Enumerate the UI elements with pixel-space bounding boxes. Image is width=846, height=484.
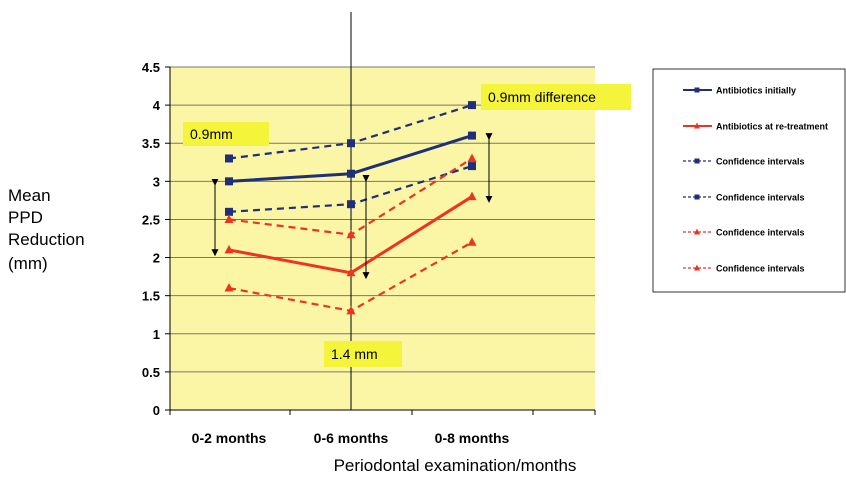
x-axis-ticks: 0-2 months 0-6 months 0-8 months	[169, 410, 596, 446]
series-group	[224, 101, 477, 315]
legend-swatch-marker	[694, 87, 700, 93]
data-point	[346, 267, 356, 277]
legend-label: Antibiotics at re-treatment	[716, 122, 828, 132]
data-point	[225, 154, 233, 163]
annotation-label-box	[183, 122, 269, 146]
data-point	[224, 283, 234, 292]
data-point	[346, 229, 356, 239]
legend-box	[652, 68, 846, 293]
data-point	[225, 177, 233, 186]
annotations-group: 0.9mm 1.4 mm 0.9mm difference	[183, 84, 631, 367]
y-axis-title-line-1: Mean	[8, 186, 51, 205]
series-1	[225, 131, 476, 186]
series-2	[224, 191, 477, 277]
data-point	[347, 169, 355, 178]
y-tick-label: 0.5	[142, 365, 160, 380]
legend-label: Confidence intervals	[716, 264, 805, 274]
data-point	[225, 207, 233, 216]
x-tick-label: 0-2 months	[192, 430, 267, 446]
legend-swatch-marker	[694, 122, 700, 129]
y-axis-title: Mean PPD Reduction (mm)	[8, 186, 85, 273]
data-point	[347, 139, 355, 148]
gridlines	[170, 66, 595, 373]
series-5	[224, 153, 477, 239]
legend-item-2: Antibiotics at re-treatment	[683, 122, 828, 132]
data-point	[347, 200, 355, 209]
data-point	[468, 131, 476, 140]
annotation-label: 0.9mm	[190, 126, 233, 142]
annotation-1: 0.9mm	[183, 122, 269, 257]
annotation-label: 1.4 mm	[331, 346, 378, 362]
y-axis-title-line-3: Reduction	[8, 230, 85, 249]
data-point	[467, 237, 477, 246]
x-axis-title: Periodontal examination/months	[334, 456, 577, 475]
legend-swatch-marker	[694, 158, 700, 164]
x-tick-label: 0-6 months	[314, 430, 389, 446]
legend-item-4: Confidence intervals	[683, 193, 805, 203]
annotation-2: 1.4 mm	[324, 175, 402, 367]
y-tick-label: 2.5	[142, 212, 160, 227]
y-tick-label: 4.5	[142, 60, 160, 75]
x-tick-label: 0-8 months	[435, 430, 510, 446]
data-point	[346, 305, 356, 315]
y-tick-label: 1	[153, 327, 160, 342]
y-axis-ticks: 0 0.5 1 1.5 2 2.5 3 3.5 4 4.5	[142, 60, 595, 418]
y-tick-label: 0	[153, 403, 160, 418]
legend-swatch-marker	[694, 264, 700, 271]
data-point	[467, 191, 477, 201]
annotation-label-box	[481, 84, 631, 110]
legend-label: Antibiotics initially	[716, 86, 796, 96]
legend-item-1: Antibiotics initially	[683, 86, 796, 96]
series-3	[225, 101, 476, 163]
y-tick-label: 1.5	[142, 289, 160, 304]
y-tick-label: 3	[153, 174, 160, 189]
legend-swatch-marker	[694, 228, 700, 235]
legend-item-6: Confidence intervals	[683, 264, 805, 274]
legend-label: Confidence intervals	[716, 157, 805, 167]
series-4	[225, 162, 476, 216]
y-axis-title-line-2: PPD	[8, 208, 43, 227]
legend-swatch-marker	[694, 194, 700, 200]
y-tick-label: 2	[153, 251, 160, 266]
legend-label: Confidence intervals	[716, 193, 805, 203]
data-point	[468, 162, 476, 171]
y-tick-label: 4	[153, 98, 161, 113]
series-6	[224, 237, 477, 315]
annotation-label: 0.9mm difference	[488, 89, 596, 105]
data-point	[467, 153, 477, 162]
data-point	[468, 101, 476, 110]
data-point	[224, 214, 234, 223]
data-point	[224, 244, 234, 254]
y-axis-title-line-4: (mm)	[8, 254, 48, 273]
y-tick-label: 3.5	[142, 136, 160, 151]
legend-label: Confidence intervals	[716, 228, 805, 238]
annotation-label-box	[324, 341, 402, 367]
legend: Antibiotics initially Antibiotics at re-t…	[652, 68, 846, 293]
annotation-3: 0.9mm difference	[481, 84, 631, 203]
legend-item-5: Confidence intervals	[683, 228, 805, 238]
legend-item-3: Confidence intervals	[683, 157, 805, 167]
